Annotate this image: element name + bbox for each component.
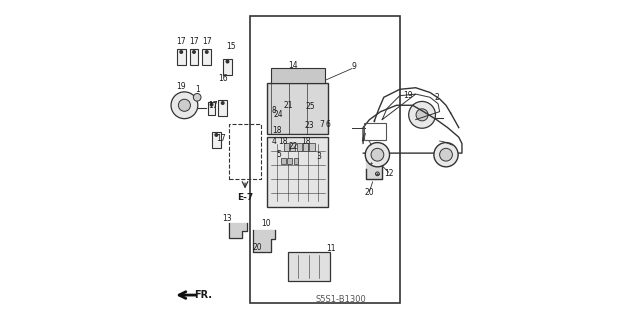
Text: 10: 10 xyxy=(261,219,271,228)
Circle shape xyxy=(193,93,201,101)
Polygon shape xyxy=(366,160,382,179)
Circle shape xyxy=(371,148,384,161)
Circle shape xyxy=(221,102,224,104)
Text: 22: 22 xyxy=(288,142,298,151)
Text: 18: 18 xyxy=(272,126,282,135)
Circle shape xyxy=(434,143,458,167)
Text: 20: 20 xyxy=(253,243,262,252)
Bar xyxy=(364,123,387,140)
Bar xyxy=(223,59,232,75)
Bar xyxy=(250,16,400,303)
Bar xyxy=(303,143,308,151)
Text: FR.: FR. xyxy=(195,290,212,300)
Text: 17: 17 xyxy=(177,37,186,46)
Text: 17: 17 xyxy=(216,134,226,143)
Bar xyxy=(297,143,302,151)
Bar xyxy=(212,132,221,148)
Circle shape xyxy=(211,103,213,106)
Text: 23: 23 xyxy=(304,121,314,130)
Text: 17: 17 xyxy=(209,101,218,110)
Text: 16: 16 xyxy=(218,74,227,83)
Text: 25: 25 xyxy=(306,102,316,111)
Text: 17: 17 xyxy=(202,37,212,46)
Text: 13: 13 xyxy=(223,214,232,223)
Bar xyxy=(189,49,198,65)
Circle shape xyxy=(205,51,208,53)
Text: 19: 19 xyxy=(177,82,186,91)
Bar xyxy=(208,102,215,115)
Text: 19: 19 xyxy=(403,91,413,100)
Bar xyxy=(177,49,186,65)
Text: 2: 2 xyxy=(434,93,439,102)
Bar xyxy=(284,143,289,151)
Polygon shape xyxy=(253,230,275,252)
Bar xyxy=(229,124,261,179)
Circle shape xyxy=(409,101,435,128)
Polygon shape xyxy=(229,223,246,238)
Bar xyxy=(294,158,298,164)
Bar xyxy=(310,143,315,151)
Text: 14: 14 xyxy=(288,61,298,70)
Text: 5: 5 xyxy=(276,150,281,159)
Text: 4: 4 xyxy=(271,137,276,146)
Circle shape xyxy=(226,60,228,63)
Bar xyxy=(291,143,296,151)
Bar xyxy=(268,83,328,134)
Text: S5S1-B1300: S5S1-B1300 xyxy=(316,295,366,304)
Text: 17: 17 xyxy=(189,37,199,46)
Circle shape xyxy=(179,99,191,111)
Bar xyxy=(271,68,324,83)
Text: 20: 20 xyxy=(365,189,374,197)
Text: 3: 3 xyxy=(316,152,321,161)
Bar xyxy=(281,158,285,164)
Bar xyxy=(202,49,211,65)
Circle shape xyxy=(376,172,380,176)
Text: 12: 12 xyxy=(384,169,394,178)
Text: 24: 24 xyxy=(274,110,284,119)
Bar xyxy=(288,252,330,281)
Text: 18: 18 xyxy=(301,137,310,146)
Text: 9: 9 xyxy=(351,63,356,71)
Bar xyxy=(287,158,292,164)
Circle shape xyxy=(440,148,452,161)
Text: 18: 18 xyxy=(278,137,288,146)
Text: 11: 11 xyxy=(326,244,336,253)
Bar xyxy=(218,100,227,116)
Bar xyxy=(268,137,328,207)
Circle shape xyxy=(365,143,390,167)
Circle shape xyxy=(369,161,373,165)
Text: E-7: E-7 xyxy=(237,193,253,202)
Circle shape xyxy=(416,109,428,121)
Circle shape xyxy=(171,92,198,119)
Text: 8: 8 xyxy=(271,106,276,115)
Text: 6: 6 xyxy=(326,120,330,129)
Circle shape xyxy=(193,51,195,53)
Text: 1: 1 xyxy=(195,85,200,94)
Circle shape xyxy=(180,51,182,53)
Text: 21: 21 xyxy=(284,101,293,110)
Text: 15: 15 xyxy=(226,42,236,51)
Text: 7: 7 xyxy=(319,120,324,129)
Circle shape xyxy=(215,134,218,136)
